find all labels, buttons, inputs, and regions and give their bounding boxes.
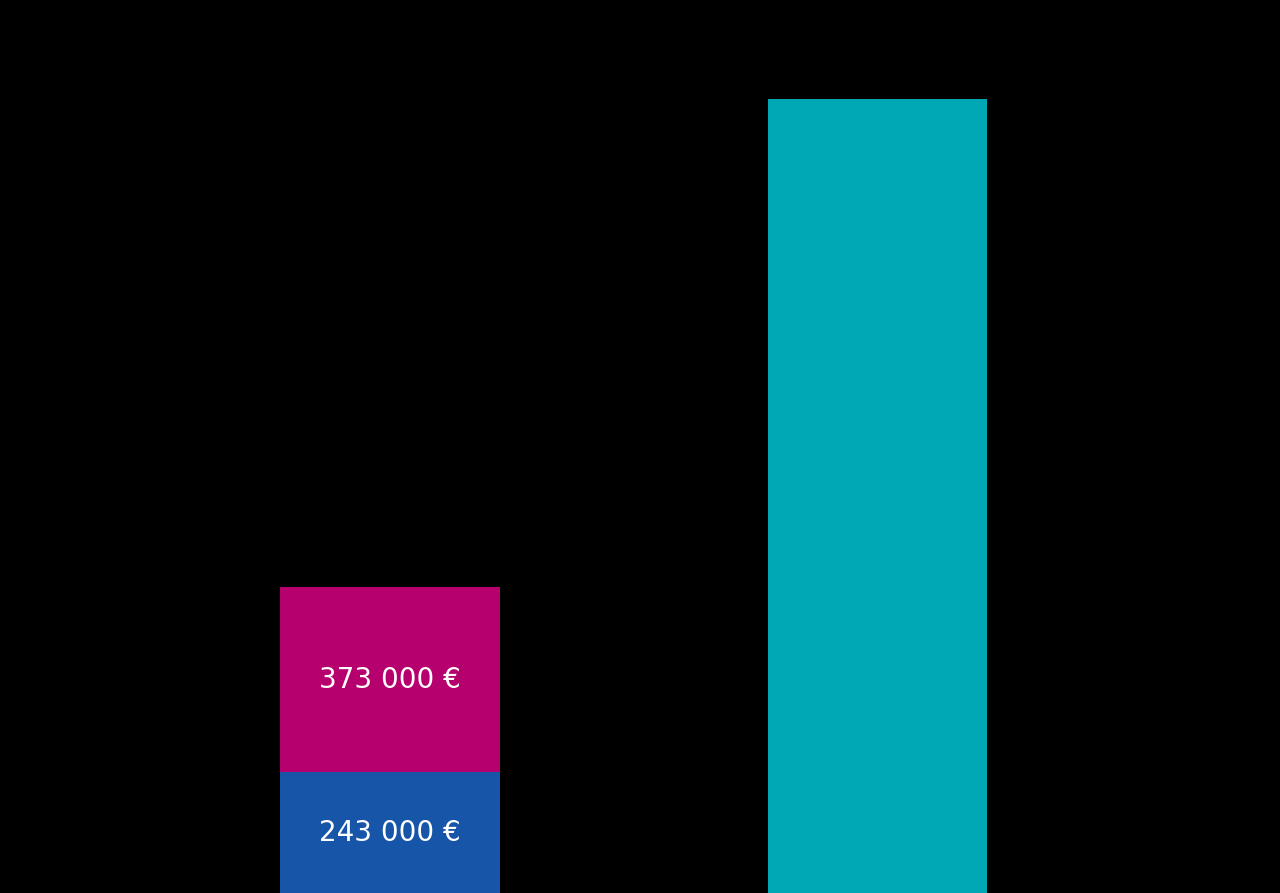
Text: 243 000 €: 243 000 € [319,819,461,847]
Bar [280,588,499,772]
Text: 373 000 €: 373 000 € [319,666,461,694]
Bar [768,99,987,893]
Bar [280,772,499,893]
